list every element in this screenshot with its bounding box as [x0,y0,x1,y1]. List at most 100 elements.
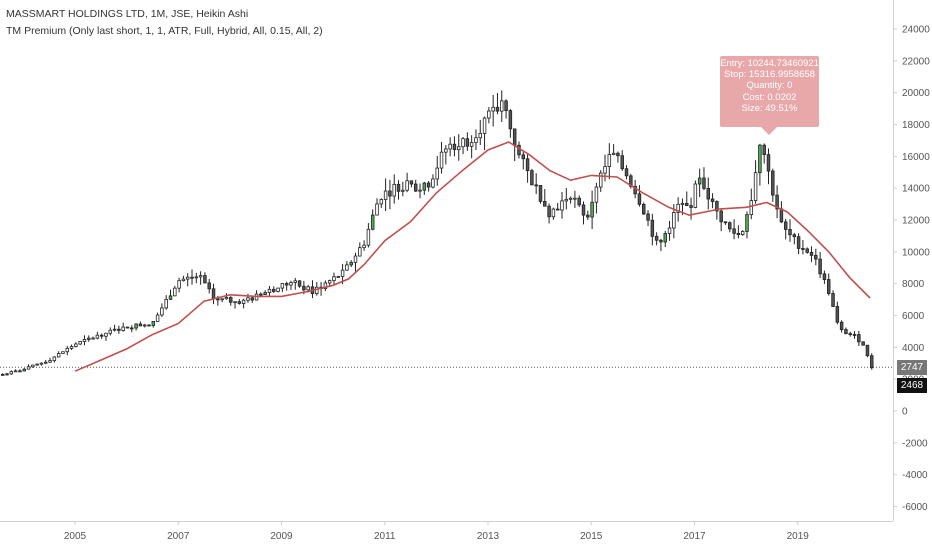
candle-body [809,251,814,256]
candle-body [736,232,741,235]
candle-body [220,298,224,301]
candle-body [280,283,285,289]
candle-body [723,221,728,224]
candle-body [487,110,491,119]
y-tick-label: 18000 [902,120,930,131]
candle-body [521,154,526,160]
candle-body [112,328,117,331]
candle-body [796,236,801,249]
candle-body [302,285,306,291]
candle [130,325,134,333]
candle [534,173,538,195]
candle-body [375,203,379,216]
candle [26,364,31,370]
candle-body [534,184,538,187]
candle-body [65,347,69,353]
candle-body [9,371,14,375]
candle [409,180,414,188]
candle-body [78,341,82,345]
candle [654,232,659,246]
candle [185,273,190,287]
candle [461,137,465,155]
time-axis[interactable]: 2005 2007 2009 2011 2013 2015 2017 2019 [64,521,809,542]
y-tick-label: 8000 [902,279,925,290]
candle [551,207,556,220]
candle [555,202,560,211]
candle-body [620,155,624,170]
candle-body [771,170,775,196]
candle-body [297,280,302,287]
candle [52,356,57,363]
candle-body [624,168,629,177]
candle [547,203,551,224]
candle-body [495,106,500,112]
candle-body [826,279,831,294]
candle-body [44,361,48,364]
candle [818,251,822,279]
x-tick-label: 2005 [64,531,87,542]
candle [607,143,612,180]
candle [272,286,276,294]
candle-body [91,337,95,340]
candle-body [646,213,650,221]
candle-body [250,297,254,301]
candle [689,197,693,220]
candle [284,281,289,291]
candle-body [396,183,401,192]
candle-body [439,151,444,169]
candle-body [469,142,474,147]
candle-body [822,273,827,280]
candle-body [155,314,160,322]
candle [474,129,478,151]
candle [693,180,698,209]
candle [336,275,341,278]
candle-body [108,329,113,334]
price-axis[interactable]: -6000-4000-20000200040006000800010000120… [893,25,930,514]
candle [814,248,818,266]
indicator-title[interactable]: TM Premium (Only last short, 1, 1, ATR, … [6,25,323,37]
y-tick-label: 24000 [902,25,930,36]
candle-body [659,239,663,243]
candle-body [379,199,384,205]
candle-body [719,210,723,223]
candle-body [138,323,143,327]
candle-body [39,362,44,365]
candle [56,351,61,358]
y-tick-label: -2000 [902,438,928,449]
candle [418,183,422,199]
candle-body [18,370,22,373]
candle-body [117,328,121,331]
moving-average-line [74,141,871,372]
symbol-title[interactable]: MASSMART HOLDINGS LTD, 1M, JSE, Heikin A… [6,8,249,20]
candle-body [82,338,87,342]
candle [91,336,95,340]
candle [405,172,409,193]
candle [254,290,259,301]
tooltip-cost: Cost: 0.0202 [742,91,797,103]
candle [142,323,147,328]
candle-body [766,154,771,172]
candle [181,275,186,282]
candle-body [142,324,147,327]
candle-body [594,186,599,203]
candle [835,301,840,325]
candle [82,335,87,346]
candle-body [543,201,547,207]
candle-body [276,287,280,292]
candle [788,219,792,242]
candle-body [715,201,719,212]
candle-body [465,138,470,147]
candle [99,333,104,339]
candle [573,190,577,208]
candle-body [31,364,35,368]
candle-body [517,144,521,156]
candle-body [504,100,508,112]
candle [117,325,121,334]
y-tick-label: 10000 [902,247,930,258]
y-tick-label: -6000 [902,502,928,513]
candle-body [216,298,220,301]
candle [125,326,130,329]
candle-body [125,326,130,329]
